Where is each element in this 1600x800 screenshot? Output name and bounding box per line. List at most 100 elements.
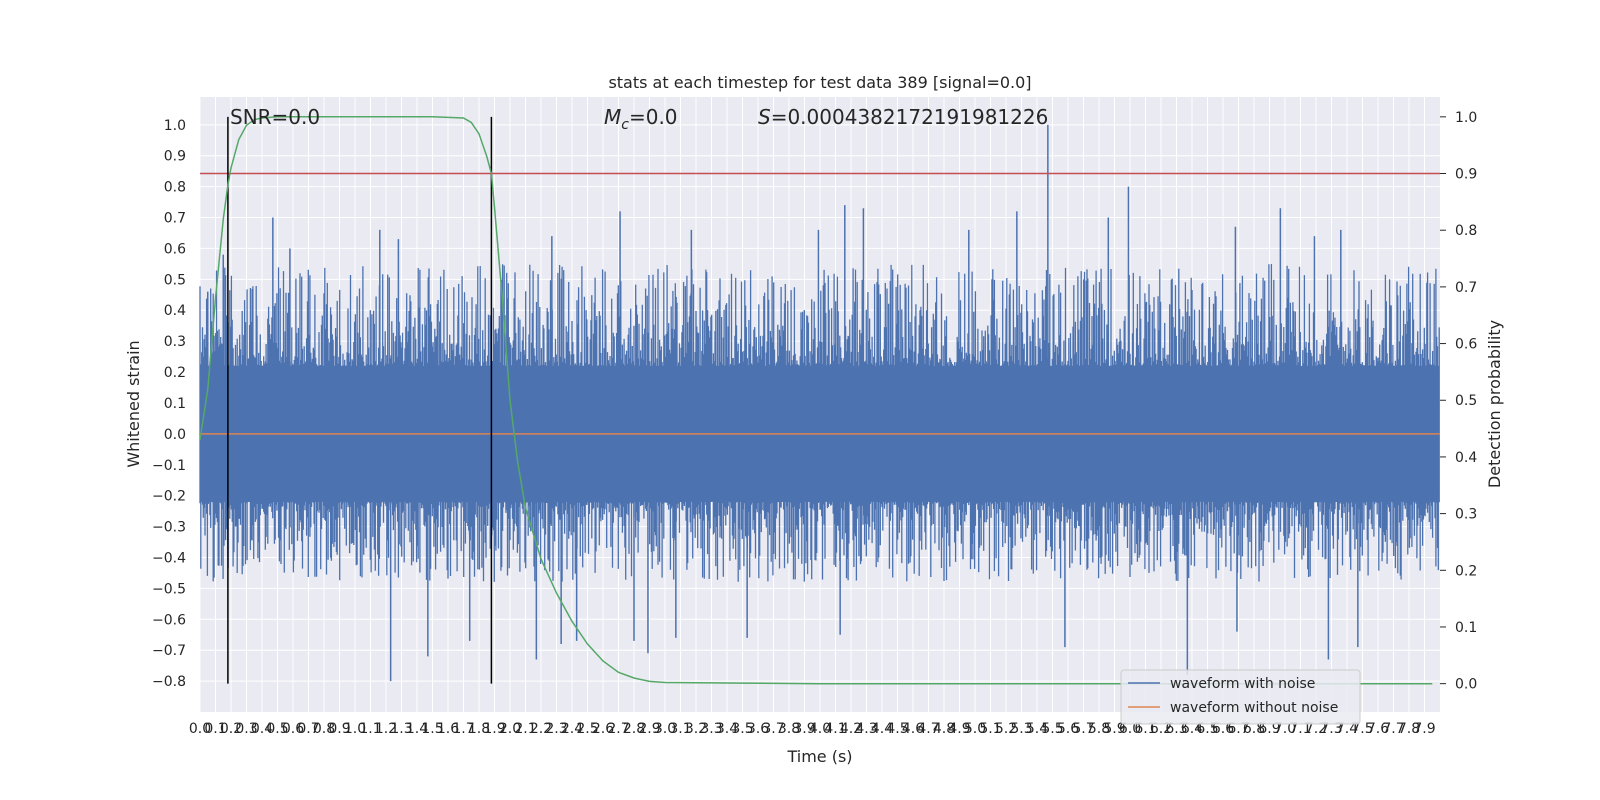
chirp-mass-symbol: M [604,105,621,129]
x-tick-label: 6.0 [1119,721,1141,737]
x-tick-label: 4.7 [917,721,939,737]
x-tick-label: 1.6 [437,721,459,737]
y-tick-label: 0.8 [164,180,186,196]
x-tick-label: 3.5 [731,721,753,737]
score-annotation: S=0.0004382172191981226 [758,105,1048,129]
x-tick-label: 1.2 [375,721,397,737]
y-tick-label: 0.5 [164,272,186,288]
x-tick-label: 6.2 [1150,721,1172,737]
x-tick-label: 7.0 [1274,721,1296,737]
y2-tick-label: 0.7 [1455,280,1477,296]
x-tick-label: 5.9 [1103,721,1125,737]
x-tick-label: 3.2 [685,721,707,737]
y2-tick-label: 1.0 [1455,110,1477,126]
x-tick-label: 6.5 [1196,721,1218,737]
x-tick-label: 7.9 [1413,721,1435,737]
noisy-waveform-trace [199,264,1440,582]
axes: 0.00.10.20.30.40.50.60.70.80.91.01.11.21… [152,110,1477,737]
y-tick-label: 1.0 [164,118,186,134]
x-tick-label: 2.2 [530,721,552,737]
legend-label-clean: waveform without noise [1170,700,1338,716]
x-tick-label: 2.3 [545,721,567,737]
x-tick-label: 6.3 [1165,721,1187,737]
x-tick-label: 3.3 [700,721,722,737]
x-tick-label: 0.7 [297,721,319,737]
y-tick-label: −0.4 [152,550,186,566]
chart-title: stats at each timestep for test data 389… [608,73,1031,92]
x-tick-label: 0.9 [328,721,350,737]
x-tick-label: 2.9 [638,721,660,737]
x-tick-label: 5.6 [1057,721,1079,737]
y-axis-label: Whitened strain [124,340,143,467]
x-tick-label: 0.6 [282,721,304,737]
x-tick-label: 0.1 [204,721,226,737]
y-tick-label: 0.2 [164,365,186,381]
x-tick-label: 5.2 [995,721,1017,737]
x-tick-label: 0.4 [251,721,273,737]
x-tick-label: 4.4 [871,721,893,737]
x-tick-label: 1.9 [483,721,505,737]
y2-tick-label: 0.8 [1455,223,1477,239]
x-tick-label: 3.1 [669,721,691,737]
y-tick-label: −0.1 [152,458,186,474]
x-tick-label: 3.9 [793,721,815,737]
x-tick-label: 1.5 [421,721,443,737]
y2-tick-label: 0.1 [1455,620,1477,636]
x-tick-label: 0.8 [313,721,335,737]
x-tick-label: 1.4 [406,721,428,737]
legend-label-noisy: waveform with noise [1170,676,1315,692]
x-tick-label: 1.3 [390,721,412,737]
x-tick-label: 3.4 [716,721,738,737]
x-tick-label: 4.0 [809,721,831,737]
chirp-mass-subscript: c [621,117,629,133]
x-tick-label: 4.5 [886,721,908,737]
x-tick-label: 7.5 [1351,721,1373,737]
x-tick-label: 3.8 [778,721,800,737]
y-tick-label: 0.0 [164,427,186,443]
x-tick-label: 7.8 [1398,721,1420,737]
x-tick-label: 2.0 [499,721,521,737]
x-tick-label: 5.3 [1010,721,1032,737]
x-tick-label: 0.3 [235,721,257,737]
x-tick-label: 0.5 [266,721,288,737]
y-tick-label: −0.2 [152,489,186,505]
y2-axis-label: Detection probability [1485,320,1504,488]
line-series [199,116,1440,685]
x-tick-label: 1.1 [359,721,381,737]
x-tick-label: 5.7 [1072,721,1094,737]
x-tick-label: 1.7 [452,721,474,737]
x-tick-label: 6.6 [1212,721,1234,737]
x-tick-label: 2.6 [592,721,614,737]
chirp-mass-annotation: Mc=0.0 [604,105,678,133]
x-tick-label: 6.8 [1243,721,1265,737]
x-tick-label: 2.8 [623,721,645,737]
y-tick-label: −0.8 [152,674,186,690]
x-tick-label: 5.0 [964,721,986,737]
y-tick-label: −0.5 [152,581,186,597]
y-tick-label: −0.6 [152,612,186,628]
x-tick-label: 5.8 [1088,721,1110,737]
score-symbol: S [758,105,771,129]
x-tick-label: 6.7 [1227,721,1249,737]
snr-annotation: SNR=0.0 [230,105,320,129]
y2-tick-label: 0.2 [1455,563,1477,579]
x-tick-label: 3.6 [747,721,769,737]
chirp-mass-value: =0.0 [629,105,678,129]
x-tick-label: 5.4 [1026,721,1048,737]
x-tick-label: 7.6 [1367,721,1389,737]
x-tick-label: 2.4 [561,721,583,737]
x-tick-label: 4.2 [840,721,862,737]
x-tick-label: 7.2 [1305,721,1327,737]
y2-tick-label: 0.0 [1455,677,1477,693]
x-tick-label: 7.3 [1320,721,1342,737]
waveform-with-noise-series [199,124,1440,682]
x-tick-label: 2.1 [514,721,536,737]
x-tick-label: 4.9 [948,721,970,737]
x-axis-label: Time (s) [786,747,852,766]
y2-tick-label: 0.4 [1455,450,1477,466]
legend: waveform with noise waveform without noi… [1120,669,1361,725]
x-tick-label: 4.8 [933,721,955,737]
x-tick-label: 3.7 [762,721,784,737]
y-tick-label: 0.9 [164,149,186,165]
x-tick-label: 0.2 [220,721,242,737]
